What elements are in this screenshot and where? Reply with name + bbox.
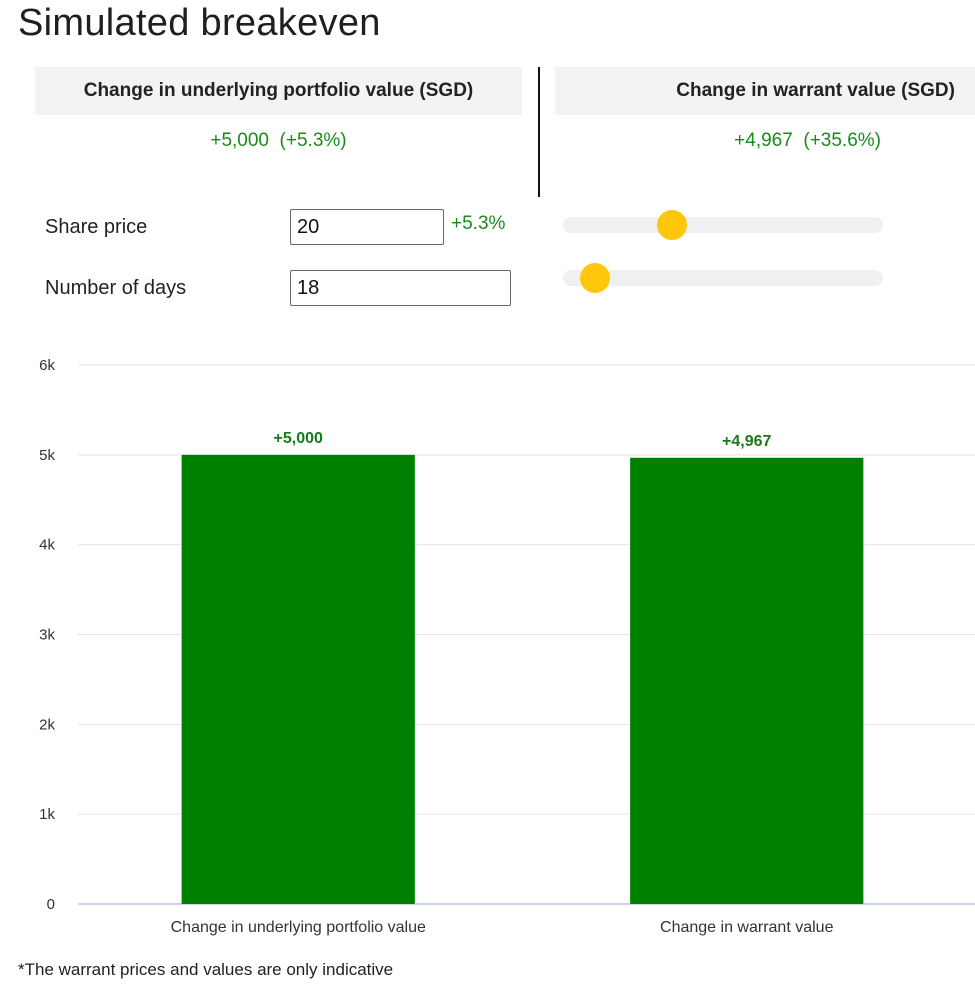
y-tick-label-2k: 2k <box>39 716 55 733</box>
warrant-value-header-text: Change in warrant value (SGD) <box>676 80 955 101</box>
category-label-2: Change in warrant value <box>660 919 834 936</box>
y-tick-label-0: 0 <box>47 896 55 913</box>
days-slider-thumb[interactable] <box>580 263 610 293</box>
warrant-value-header: Change in warrant value (SGD) <box>555 67 975 115</box>
underlying-value-change: +5,000 (+5.3%) <box>210 130 347 151</box>
days-slider[interactable] <box>563 263 883 293</box>
footnote: *The warrant prices and values are only … <box>18 960 394 979</box>
y-tick-label-1k: 1k <box>39 806 55 823</box>
underlying-value-header-text: Change in underlying portfolio value (SG… <box>83 80 474 101</box>
breakeven-bar-chart: 0 1k 2k 3k 4k 5k 6k +5,000 Change in underlying … <box>39 357 975 936</box>
column-divider <box>538 67 540 197</box>
share-price-slider[interactable] <box>563 210 883 240</box>
bar-2 <box>630 457 864 904</box>
y-tick-label-6k: 6k <box>39 357 55 374</box>
data-label-2: +4,967 <box>722 433 771 450</box>
share-price-slider-thumb[interactable] <box>656 210 687 240</box>
data-label-1: +5,000 <box>274 430 323 447</box>
y-tick-label-4k: 4k <box>39 537 55 554</box>
days-label: Number of days <box>45 277 187 299</box>
warrant-value-change: +4,967 (+35.6%) <box>734 130 881 151</box>
share-price-label: Share price <box>45 216 148 238</box>
category-label-1: Change in underlying portfolio value <box>171 919 426 936</box>
underlying-value-header: Change in underlying portfolio value (SG… <box>35 67 522 115</box>
bar-1 <box>181 454 415 904</box>
share-price-input[interactable] <box>290 209 444 245</box>
page-title: Simulated breakeven <box>18 2 381 44</box>
days-input[interactable] <box>290 270 511 306</box>
y-tick-label-3k: 3k <box>39 627 55 644</box>
y-tick-label-5k: 5k <box>39 447 55 464</box>
share-price-change: +5.3% <box>451 213 506 234</box>
